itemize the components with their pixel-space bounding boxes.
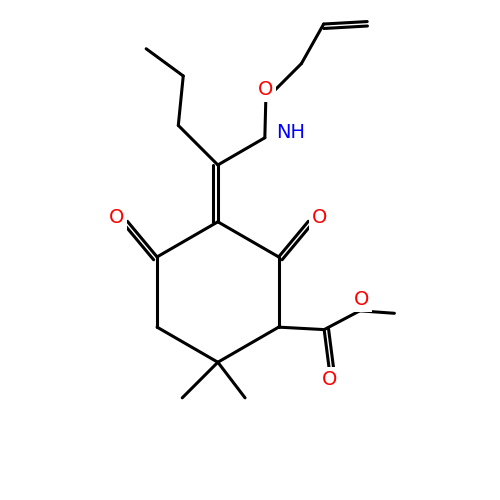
Text: O: O xyxy=(312,208,327,227)
Text: O: O xyxy=(109,208,124,227)
Text: O: O xyxy=(322,370,337,388)
Text: O: O xyxy=(354,290,369,310)
Text: NH: NH xyxy=(276,124,304,142)
Text: O: O xyxy=(258,80,274,99)
